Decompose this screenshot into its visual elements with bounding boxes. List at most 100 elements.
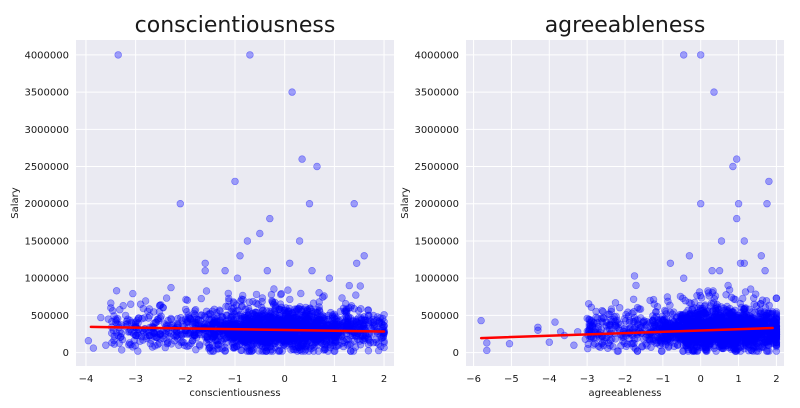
scatter-point (592, 307, 600, 316)
scatter-point (287, 346, 295, 354)
scatter-point (234, 333, 242, 341)
scatter-point (185, 313, 193, 321)
scatter-point (273, 334, 282, 342)
scatter-point (308, 267, 316, 275)
y-tick-label: 500000 (31, 311, 69, 322)
scatter-point (140, 328, 148, 337)
scatter-point (678, 314, 687, 322)
scatter-point (255, 333, 263, 341)
scatter-point (156, 314, 165, 322)
scatter-point (331, 330, 340, 339)
scatter-point (347, 320, 355, 328)
scatter-point (289, 332, 297, 340)
scatter-point (353, 259, 361, 267)
x-tick-label: −1 (655, 374, 670, 385)
scatter-point (119, 302, 127, 310)
scatter-point (139, 336, 147, 344)
scatter-point (208, 307, 217, 315)
scatter-point (295, 305, 303, 313)
scatter-point (316, 333, 324, 341)
scatter-point (267, 290, 276, 299)
scatter-point (630, 317, 638, 326)
scatter-point (194, 316, 202, 324)
scatter-point (266, 307, 274, 315)
scatter-point (243, 339, 251, 347)
scatter-point (311, 317, 319, 325)
scatter-point (248, 310, 256, 318)
scatter-point (269, 299, 277, 307)
scatter-point (347, 303, 355, 312)
scatter-point (227, 320, 236, 329)
scatter-point (261, 330, 269, 339)
scatter-point (176, 200, 185, 208)
scatter-point (763, 200, 771, 208)
y-axis-label: Salary (400, 187, 411, 218)
scatter-point (684, 347, 692, 355)
scatter-point (222, 317, 231, 325)
scatter-point (117, 346, 126, 354)
scatter-point (551, 318, 559, 326)
scatter-point (236, 252, 244, 260)
scatter-point (110, 336, 118, 344)
scatter-point (241, 338, 249, 346)
scatter-point (260, 333, 268, 342)
scatter-point (321, 340, 330, 349)
scatter-point (234, 306, 242, 315)
scatter-point (380, 322, 388, 330)
scatter-point (285, 331, 293, 340)
scatter-point (312, 334, 320, 342)
scatter-point (161, 343, 170, 352)
scatter-point (216, 316, 225, 325)
scatter-point (741, 318, 750, 327)
scatter-point (192, 346, 200, 354)
scatter-point (298, 155, 306, 163)
scatter-point (749, 294, 758, 302)
scatter-point (243, 347, 251, 355)
scatter-point (719, 342, 727, 350)
scatter-point (224, 332, 233, 340)
y-tick-label: 500000 (421, 311, 459, 322)
scatter-point (289, 312, 298, 320)
scatter-point (239, 337, 247, 346)
scatter-point (202, 319, 210, 327)
scatter-point (245, 307, 253, 315)
scatter-point (206, 347, 215, 355)
scatter-point (330, 332, 338, 341)
scatter-point (338, 322, 347, 330)
scatter-point (274, 347, 283, 355)
scatter-point (294, 344, 302, 352)
scatter-point (483, 339, 491, 347)
scatter-point (286, 310, 294, 318)
scatter-point (606, 341, 614, 350)
scatter-point (245, 317, 254, 325)
scatter-point (183, 330, 191, 338)
scatter-point (321, 331, 329, 339)
scatter-point (260, 332, 268, 340)
scatter-point (320, 341, 329, 349)
scatter-point (282, 333, 290, 341)
scatter-point (313, 162, 321, 171)
scatter-point (304, 337, 312, 345)
scatter-point (271, 339, 279, 348)
scatter-point (215, 306, 224, 314)
scatter-point (261, 343, 269, 352)
scatter-point (305, 318, 313, 326)
scatter-point (225, 330, 233, 338)
scatter-point (364, 340, 373, 349)
scatter-point (698, 335, 707, 343)
scatter-point (203, 333, 211, 341)
scatter-point (359, 322, 368, 330)
scatter-point (306, 343, 315, 351)
scatter-point (263, 334, 271, 342)
scatter-point (267, 319, 275, 327)
scatter-point (258, 335, 266, 343)
scatter-point (724, 311, 733, 320)
scatter-point (300, 313, 309, 321)
scatter-point (664, 297, 672, 305)
scatter-point (107, 329, 116, 337)
x-tick-label: −3 (580, 374, 595, 385)
scatter-point (258, 294, 267, 302)
scatter-point (218, 319, 227, 327)
scatter-point (646, 319, 654, 327)
x-tick-label: −4 (542, 374, 557, 385)
